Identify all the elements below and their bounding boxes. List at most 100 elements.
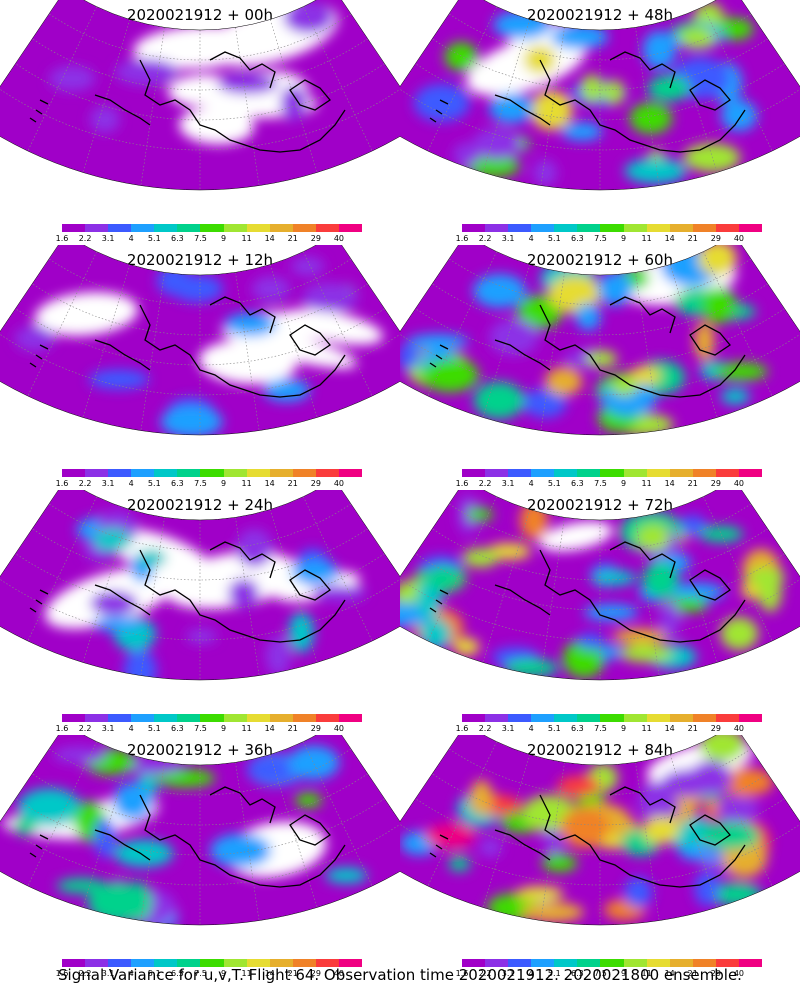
legend-swatch xyxy=(223,959,247,967)
legend-label: 14 xyxy=(264,724,275,733)
legend-label: 29 xyxy=(310,234,321,243)
legend-swatch xyxy=(154,469,178,477)
legend-label: 9 xyxy=(220,479,227,488)
legend-label: 40 xyxy=(333,969,345,978)
legend-bar xyxy=(62,469,363,477)
legend-label: 14 xyxy=(664,724,675,733)
legend-swatch xyxy=(738,959,763,967)
legend-swatch xyxy=(338,959,363,967)
legend-swatch xyxy=(200,714,224,722)
legend-swatch xyxy=(131,469,155,477)
legend-bar xyxy=(462,714,763,722)
legend-label: 1.6 xyxy=(455,479,469,488)
legend-label: 6.3 xyxy=(571,724,584,733)
legend-swatch xyxy=(462,959,486,967)
legend-swatch xyxy=(62,224,86,232)
legend-swatch xyxy=(508,959,532,967)
legend-swatch xyxy=(223,714,247,722)
legend-label: 14 xyxy=(664,234,675,243)
legend-label: 29 xyxy=(310,479,321,488)
legend-swatch xyxy=(531,959,555,967)
legend-label: 7.5 xyxy=(594,234,607,243)
legend-label: 4 xyxy=(128,234,134,243)
legend-label: 3.1 xyxy=(101,969,115,978)
legend-label: 6.3 xyxy=(571,969,584,978)
legend-label: 4 xyxy=(528,969,534,978)
legend-swatch xyxy=(338,714,363,722)
color-legend: 1.6 2.2 3.1 4 5.1 6.3 7.5 9 11 14 21 29 40 xyxy=(56,714,363,736)
legend-label: 21 xyxy=(287,234,298,243)
legend-swatch xyxy=(292,469,316,477)
legend-swatch xyxy=(577,959,601,967)
legend-label: 6.3 xyxy=(171,724,184,733)
legend-label: 2.2 xyxy=(78,724,92,733)
legend-label: 9 xyxy=(220,724,227,733)
legend-swatch xyxy=(715,224,739,232)
legend-swatch xyxy=(692,224,716,232)
variance-map xyxy=(0,0,400,191)
legend-label: 29 xyxy=(710,234,721,243)
legend-bar xyxy=(462,224,763,232)
legend-bar xyxy=(62,959,363,967)
variance-map xyxy=(400,490,800,681)
variance-map xyxy=(0,245,400,436)
legend-label: 5.1 xyxy=(547,479,561,488)
map-panel: 2020021912 + 48h 1.6 2.2 3.1 4 5.1 6.3 7.5 9 11 14… xyxy=(400,0,800,245)
legend-swatch xyxy=(715,714,739,722)
variance-map xyxy=(0,490,400,681)
legend-label: 7.5 xyxy=(594,479,607,488)
legend-swatch xyxy=(154,714,178,722)
map-panel: 2020021912 + 60h 1.6 2.2 3.1 4 5.1 6.3 7.5 9 11 14… xyxy=(400,245,800,490)
legend-label: 5.1 xyxy=(147,969,161,978)
legend-swatch xyxy=(462,469,486,477)
legend-swatch xyxy=(577,224,601,232)
legend-swatch xyxy=(177,224,201,232)
legend-label: 7.5 xyxy=(194,479,207,488)
legend-label: 1.6 xyxy=(55,724,69,733)
legend-label: 29 xyxy=(310,969,321,978)
legend-swatch xyxy=(85,469,109,477)
legend-label: 2.2 xyxy=(478,234,492,243)
legend-swatch xyxy=(246,224,270,232)
legend-swatch xyxy=(108,224,132,232)
legend-swatch xyxy=(715,959,739,967)
legend-swatch xyxy=(315,714,339,722)
legend-swatch xyxy=(669,959,693,967)
legend-swatch xyxy=(292,959,316,967)
legend-swatch xyxy=(292,714,316,722)
legend-swatch xyxy=(669,714,693,722)
legend-swatch xyxy=(338,469,363,477)
legend-swatch xyxy=(508,714,532,722)
legend-swatch xyxy=(315,469,339,477)
panel-title: 2020021912 + 00h xyxy=(126,6,274,24)
legend-swatch xyxy=(692,959,716,967)
legend-label: 40 xyxy=(733,479,745,488)
legend-label: 7.5 xyxy=(194,234,207,243)
legend-swatch xyxy=(485,469,509,477)
legend-swatch xyxy=(554,224,578,232)
legend-swatch xyxy=(646,224,670,232)
legend-label: 40 xyxy=(333,724,345,733)
legend-swatch xyxy=(485,224,509,232)
legend-swatch xyxy=(738,714,763,722)
legend-swatch xyxy=(485,959,509,967)
legend-bar xyxy=(62,714,363,722)
legend-label: 9 xyxy=(220,234,227,243)
legend-swatch xyxy=(600,469,624,477)
legend-label: 11 xyxy=(241,234,252,243)
color-legend: 1.6 2.2 3.1 4 5.1 6.3 7.5 9 11 14 21 29 40 xyxy=(456,714,763,736)
legend-swatch xyxy=(531,469,555,477)
legend-swatch xyxy=(554,959,578,967)
legend-label: 6.3 xyxy=(571,479,584,488)
legend-swatch xyxy=(269,714,293,722)
legend-swatch xyxy=(177,959,201,967)
legend-label: 21 xyxy=(287,724,298,733)
legend-swatch xyxy=(177,469,201,477)
legend-swatch xyxy=(508,469,532,477)
variance-map xyxy=(0,735,400,926)
color-legend: 1.6 2.2 3.1 4 5.1 6.3 7.5 9 11 14 21 29 40 xyxy=(56,959,363,981)
legend-label: 5.1 xyxy=(547,969,561,978)
legend-label: 3.1 xyxy=(501,724,515,733)
legend-label: 3.1 xyxy=(101,479,115,488)
legend-label: 2.2 xyxy=(78,969,92,978)
